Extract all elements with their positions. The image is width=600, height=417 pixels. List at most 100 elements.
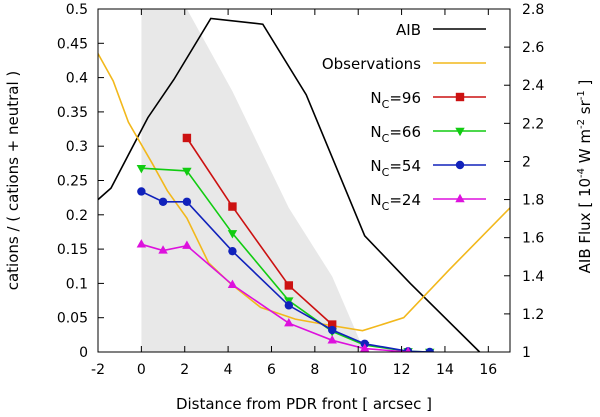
data-point bbox=[284, 301, 294, 310]
x-axis-title: Distance from PDR front [ arcsec ] bbox=[176, 395, 432, 413]
legend-marker bbox=[455, 92, 465, 102]
series-line bbox=[141, 243, 409, 352]
data-point bbox=[327, 320, 337, 329]
legend-entry: NC=54 bbox=[370, 157, 486, 179]
y-tick-label: 0.5 bbox=[66, 2, 88, 18]
legend-label: NC=54 bbox=[370, 157, 421, 179]
y2-tick-label: 2.8 bbox=[522, 2, 544, 18]
y2-tick-label: 1 bbox=[522, 345, 531, 361]
y2-title-mid2: sr bbox=[576, 99, 594, 119]
y-axis-title: cations / ( cations + neutral ) bbox=[4, 71, 22, 291]
y2-title-prefix: AIB Flux [ 10 bbox=[576, 178, 594, 273]
y-tick-label: 0.25 bbox=[57, 174, 88, 190]
legend-marker bbox=[455, 193, 465, 203]
series-5 bbox=[136, 239, 411, 352]
legend-label: Observations bbox=[322, 55, 421, 73]
series-line bbox=[98, 17, 481, 352]
legend-label-rest: =24 bbox=[389, 191, 421, 209]
x-tick-label: 2 bbox=[180, 362, 189, 378]
legend-label-main: N bbox=[370, 191, 381, 209]
y2-tick-label: 2.4 bbox=[522, 78, 544, 94]
y-tick-label: 0.35 bbox=[57, 105, 88, 121]
data-point bbox=[227, 279, 238, 288]
x-tick-label: 12 bbox=[393, 362, 411, 378]
y2-tick-label: 2.2 bbox=[522, 116, 544, 132]
tick-layer: -2 0 2 4 6 8 10 12 14 1600.050.10.150.20.250.30.3… bbox=[57, 2, 545, 378]
legend-label-sub: C bbox=[382, 166, 390, 179]
x-tick-label: 14 bbox=[436, 362, 454, 378]
y2-tick-label: 2.6 bbox=[522, 40, 544, 56]
series-layer bbox=[98, 17, 510, 352]
legend-label: NC=66 bbox=[370, 123, 421, 145]
x-tick-label: 8 bbox=[310, 362, 319, 378]
data-point bbox=[182, 133, 192, 143]
data-point bbox=[136, 164, 147, 174]
y2-tick-label: 1.2 bbox=[522, 307, 544, 323]
legend-label-sub: C bbox=[382, 98, 390, 111]
y2-title-exp2: -2 bbox=[576, 119, 587, 129]
legend-label-rest: =66 bbox=[389, 123, 421, 141]
y-tick-label: 0.05 bbox=[57, 311, 88, 327]
y2-title-exp1: -4 bbox=[576, 168, 587, 178]
y-tick-label: 0 bbox=[79, 345, 88, 361]
y-tick-label: 0.4 bbox=[66, 71, 88, 87]
legend-label: NC=96 bbox=[370, 89, 421, 111]
x-tick-label: 10 bbox=[349, 362, 367, 378]
y2-title-exp3: -1 bbox=[576, 90, 587, 100]
legend-entry: NC=24 bbox=[370, 191, 486, 213]
legend-label-main: N bbox=[370, 123, 381, 141]
y2-axis-title: AIB Flux [ 10-4 W m-2 sr-1 ] bbox=[576, 80, 594, 274]
series-2 bbox=[182, 133, 337, 329]
legend-label-sub: C bbox=[382, 132, 390, 145]
y2-tick-label: 2 bbox=[522, 154, 531, 170]
legend-marker bbox=[455, 160, 465, 170]
legend-label-rest: =54 bbox=[389, 157, 421, 175]
x-tick-label: 6 bbox=[267, 362, 276, 378]
series-0 bbox=[98, 17, 481, 352]
series-line bbox=[186, 137, 333, 326]
data-point bbox=[182, 167, 192, 177]
y2-tick-label: 1.4 bbox=[522, 269, 544, 285]
legend-entry: AIB bbox=[396, 21, 486, 39]
y2-title-mid1: W m bbox=[576, 129, 594, 168]
legend-label-main: N bbox=[370, 157, 381, 175]
shaded-band bbox=[141, 9, 365, 352]
data-point bbox=[405, 346, 411, 352]
x-tick-label: 0 bbox=[137, 362, 146, 378]
data-point bbox=[327, 335, 337, 344]
y-tick-label: 0.1 bbox=[66, 276, 88, 292]
data-point bbox=[137, 187, 146, 196]
legend-entry: NC=96 bbox=[370, 89, 486, 111]
legend-label-sub: C bbox=[382, 200, 390, 213]
data-point bbox=[360, 343, 370, 352]
data-point bbox=[158, 197, 168, 206]
data-point bbox=[182, 240, 192, 249]
data-point bbox=[284, 317, 294, 327]
data-point bbox=[425, 347, 434, 352]
legend-label-main: N bbox=[370, 89, 381, 107]
data-point bbox=[228, 246, 237, 256]
data-point bbox=[327, 325, 337, 335]
data-point bbox=[136, 239, 147, 248]
data-point bbox=[227, 230, 238, 239]
data-point bbox=[228, 202, 237, 211]
legend-label: AIB bbox=[396, 21, 421, 39]
data-point bbox=[158, 245, 168, 254]
legend-marker bbox=[455, 127, 465, 137]
y-tick-label: 0.45 bbox=[57, 36, 88, 52]
y-tick-label: 0.3 bbox=[66, 139, 88, 155]
legend-label-rest: =96 bbox=[389, 89, 421, 107]
legend-entry: NC=66 bbox=[370, 123, 486, 145]
x-tick-label: 4 bbox=[224, 362, 233, 378]
y2-title-suffix: ] bbox=[576, 80, 594, 91]
x-tick-label: -2 bbox=[91, 362, 105, 378]
y2-tick-label: 1.8 bbox=[522, 193, 544, 209]
y-tick-label: 0.2 bbox=[66, 208, 88, 224]
data-point bbox=[284, 281, 294, 290]
x-tick-label: 16 bbox=[479, 362, 497, 378]
y-tick-label: 0.15 bbox=[57, 242, 88, 258]
legend-label: NC=24 bbox=[370, 191, 421, 213]
shaded-band-layer bbox=[141, 9, 365, 352]
